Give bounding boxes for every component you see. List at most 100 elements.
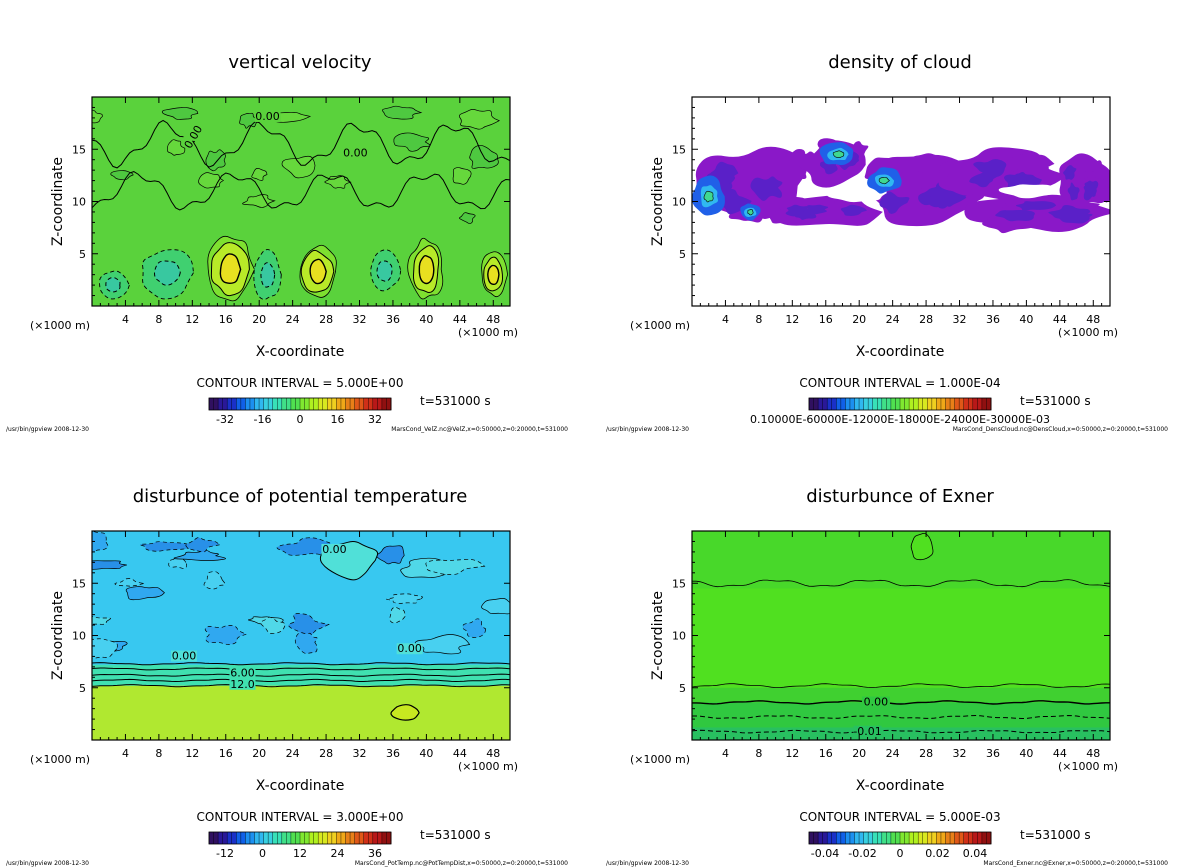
colorbar-swatch	[818, 398, 828, 410]
colorbar-tick-label: 0	[297, 413, 304, 426]
contour-label-bg	[342, 147, 369, 159]
colorbar-tick-label: 16	[331, 413, 345, 426]
cloud-fragment	[772, 149, 807, 180]
footer-left: /usr/bin/gpview 2008-12-30	[606, 426, 689, 433]
x-tick-label: 36	[986, 747, 1000, 760]
velocity-cell	[251, 168, 268, 181]
exner-band	[692, 687, 1110, 703]
colorbar-swatch	[936, 398, 946, 410]
colorbar-swatch	[254, 398, 265, 410]
colorbar-swatch	[836, 832, 846, 844]
velocity-cell	[381, 105, 423, 120]
cloud-dense	[1067, 182, 1080, 201]
updraft-core	[487, 264, 500, 286]
velocity-cell	[281, 155, 316, 179]
downdraft-core	[376, 260, 393, 282]
field-1: 0.000.000.00	[92, 97, 510, 306]
x-tick-label: 8	[155, 747, 162, 760]
temperature-cell	[294, 632, 318, 654]
colorbar-swatch	[890, 832, 901, 844]
colorbar-swatch	[281, 832, 292, 844]
colorbar-tick-label: 36	[368, 847, 382, 860]
cloud-fragment	[1016, 153, 1055, 175]
colorbar-swatch	[900, 398, 910, 410]
exner-contour	[692, 579, 1110, 588]
colorbar-swatch	[227, 832, 237, 844]
time-label: t=531000 s	[420, 828, 491, 842]
colorbar-swatch	[263, 398, 274, 410]
colorbar: 0.10000E-60000E-12000E-18000E-24000E-300…	[750, 397, 1050, 426]
x-axis-label: X-coordinate	[856, 344, 945, 360]
velocity-cell	[110, 170, 134, 181]
updraft-core	[418, 255, 435, 285]
contour-interval: CONTOUR INTERVAL = 5.000E-03	[799, 810, 1000, 824]
velocity-cell	[205, 149, 226, 172]
chart-title: vertical velocity	[228, 52, 372, 73]
colorbar-swatch	[854, 832, 865, 844]
colorbar-swatch	[363, 832, 374, 844]
exner-contour	[692, 683, 1110, 689]
x-tick-label: 48	[486, 313, 500, 326]
x-tick-label: 12	[185, 747, 199, 760]
colorbar-swatch	[327, 398, 337, 410]
colorbar-frame	[808, 397, 992, 411]
y-tick-label: 10	[72, 196, 86, 209]
cloud-dense	[1063, 165, 1077, 180]
colorbar-swatch	[972, 832, 983, 844]
x-tick-label: 20	[252, 747, 266, 760]
x-axis-label: X-coordinate	[856, 778, 945, 794]
footer-right: MarsCond_PotTemp.nc@PotTempDist,x=0:5000…	[355, 860, 568, 867]
chart-title: density of cloud	[828, 52, 972, 73]
colorbar-tick-label: 32	[368, 413, 382, 426]
colorbar-swatch	[936, 832, 946, 844]
x-tick-label: 24	[286, 313, 300, 326]
colorbar-frame	[208, 831, 392, 845]
cloud-core-inner	[747, 209, 754, 216]
y-tick-label: 10	[672, 630, 686, 643]
x-tick-label: 20	[852, 747, 866, 760]
isotherm	[92, 667, 510, 671]
temperature-cell	[386, 593, 423, 604]
x-tick-label: 40	[1019, 313, 1033, 326]
x-tick-label: 28	[319, 313, 333, 326]
colorbar-tick-label: 0	[897, 847, 904, 860]
isotherm	[92, 684, 510, 688]
colorbar-swatch	[845, 398, 855, 410]
velocity-contour	[92, 119, 510, 169]
colorbar-swatch	[809, 832, 819, 844]
colorbar-swatch	[354, 398, 365, 410]
y-tick-label: 10	[72, 630, 86, 643]
contour-label: 0.00	[864, 696, 889, 709]
cloud-dense	[995, 210, 1035, 222]
colorbar-swatch	[336, 832, 346, 844]
x-tick-label: 24	[886, 313, 900, 326]
colorbar-tick-label: 0	[259, 847, 266, 860]
colorbar-swatch	[363, 398, 374, 410]
colorbar-swatch	[909, 832, 919, 844]
velocity-cell	[167, 139, 186, 156]
colorbar-swatch	[981, 398, 992, 410]
colorbar-tick-label: -32	[216, 413, 234, 426]
cloud-fragment	[982, 216, 1033, 234]
x-unit-right: (×1000 m)	[458, 760, 518, 773]
contour-label-bg	[254, 110, 281, 122]
colorbar-swatch	[209, 398, 219, 410]
colorbar-swatch	[263, 832, 274, 844]
x-tick-label: 20	[852, 313, 866, 326]
colorbar-swatch	[827, 832, 837, 844]
x-tick-label: 40	[1019, 747, 1033, 760]
colorbar-swatch	[863, 832, 874, 844]
colorbar-swatch	[290, 832, 301, 844]
y-tick-label: 15	[672, 577, 686, 590]
colorbar: -0.04 -0.02 0 0.02 0.04	[808, 831, 992, 860]
exner-contour	[692, 714, 1110, 720]
x-tick-label: 24	[886, 747, 900, 760]
colorbar-swatch	[327, 832, 337, 844]
x-unit-right: (×1000 m)	[458, 326, 518, 339]
cloud-fragment	[803, 154, 825, 175]
isotherm	[92, 673, 510, 677]
colorbar-swatch	[372, 398, 383, 410]
colorbar-tick-label: -0.04	[811, 847, 839, 860]
colorbar-swatch	[818, 832, 828, 844]
